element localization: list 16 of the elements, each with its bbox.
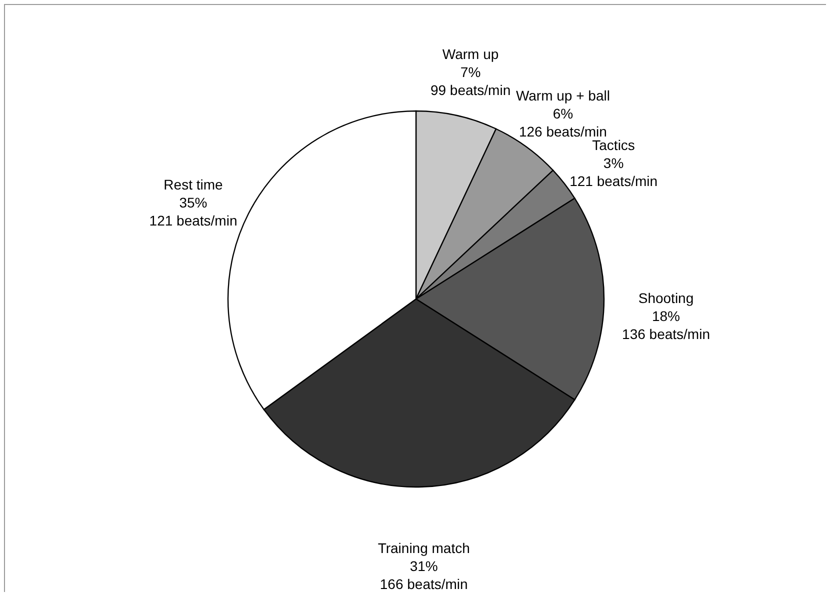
data-label: 7% [460, 64, 481, 80]
slice-label: Training match [378, 540, 470, 556]
slice-label: Rest time [164, 176, 224, 192]
data-label: 31% [410, 558, 438, 574]
text: 99 beats/min [430, 82, 511, 98]
text: 166 beats/min [380, 576, 468, 592]
data-label: 3% [603, 154, 624, 171]
text: 121 beats/min [570, 172, 658, 189]
data-label: 18% [652, 308, 680, 324]
text: 136 beats/min [622, 326, 710, 342]
data-label: 35% [179, 194, 208, 210]
slice-label: Warm up [442, 46, 499, 62]
slice-label: Shooting [638, 290, 694, 306]
text: 121 beats/min [149, 212, 238, 228]
data-label: 6% [552, 106, 574, 122]
slice-label: Warm up + ball [516, 88, 610, 104]
